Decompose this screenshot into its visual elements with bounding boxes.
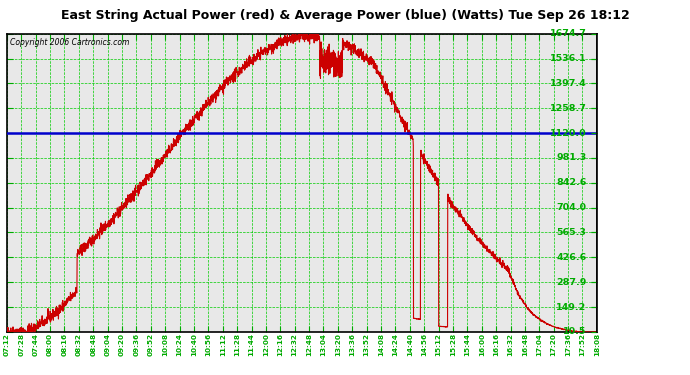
Text: East String Actual Power (red) & Average Power (blue) (Watts) Tue Sep 26 18:12: East String Actual Power (red) & Average… xyxy=(61,9,629,22)
Text: Copyright 2006 Cartronics.com: Copyright 2006 Cartronics.com xyxy=(10,38,129,47)
